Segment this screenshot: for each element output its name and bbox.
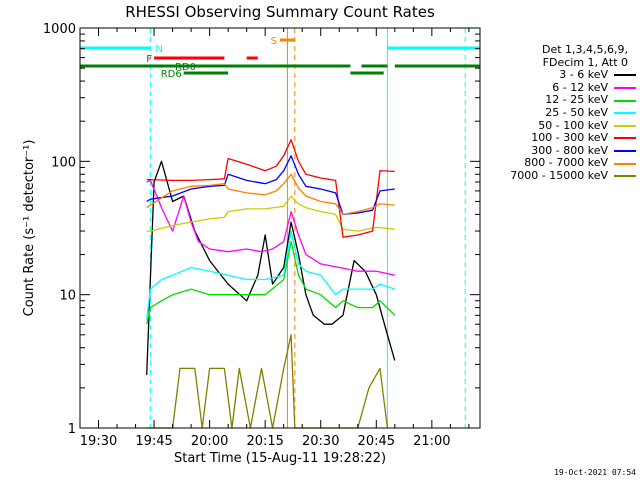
axes: 19:30 19:45 20:00 20:15 20:30 20:45 21:00 1 10 10… <box>43 22 480 449</box>
state-bar-label: RD0 <box>175 62 196 73</box>
legend-item: 25 - 50 keV <box>478 105 636 120</box>
series-line <box>146 240 396 325</box>
legend-swatch <box>614 150 636 153</box>
y-axis-label: Count Rate (s⁻¹ detector⁻¹) <box>22 140 37 317</box>
legend-label: 50 - 100 keV <box>538 118 608 132</box>
series-line <box>146 155 395 216</box>
legend-item: 50 - 100 keV <box>478 118 636 133</box>
x-tick-label: 21:00 <box>413 434 450 449</box>
series-line <box>146 230 396 320</box>
legend-swatch <box>614 74 636 77</box>
legend-swatch <box>614 124 636 127</box>
series-line <box>146 173 395 216</box>
x-tick-label: 20:30 <box>302 434 339 449</box>
x-axis-label: Start Time (15-Aug-11 19:28:22) <box>174 451 386 466</box>
series-line <box>146 179 395 276</box>
legend-item: 300 - 800 keV <box>478 143 636 158</box>
legend-header: FDecim 1, Att 0 <box>542 55 628 69</box>
legend-item: 12 - 25 keV <box>478 94 636 107</box>
plot-lines <box>79 28 466 429</box>
legend-label: 3 - 6 keV <box>559 68 608 82</box>
legend-label: 300 - 800 keV <box>531 143 608 157</box>
y-tick-label: 100 <box>51 155 76 170</box>
x-tick-label: 19:30 <box>80 434 117 449</box>
legend-swatch <box>614 99 636 102</box>
state-bar-label: S <box>271 36 277 47</box>
legend-swatch <box>614 87 636 90</box>
legend-item: 800 - 7000 keV <box>478 157 636 170</box>
legend-label: 12 - 25 keV <box>545 93 608 107</box>
x-tick-label: 20:45 <box>358 434 395 449</box>
series-line <box>146 195 395 232</box>
legend-item: 7000 - 15000 keV <box>478 168 636 183</box>
y-tick-label: 1000 <box>43 22 76 37</box>
legend-swatch <box>614 162 636 165</box>
legend-item: 6 - 12 keV <box>478 80 636 95</box>
legend-swatch <box>614 175 636 178</box>
legend-label: 7000 - 15000 keV <box>510 168 608 182</box>
state-bar-label: F <box>146 54 152 65</box>
y-tick-label: 1 <box>68 422 76 437</box>
legend-header: Det 1,3,4,5,6,9, <box>541 43 628 56</box>
x-tick-label: 20:00 <box>191 434 228 449</box>
plot-frame <box>79 27 481 429</box>
chart-title: RHESSI Observing Summary Count Rates <box>125 3 435 21</box>
y-tick-label: 10 <box>59 289 76 304</box>
legend-label: 800 - 7000 keV <box>524 156 608 170</box>
legend-swatch <box>614 112 636 115</box>
timestamp: 19-Oct-2021 07:54 <box>554 468 636 477</box>
series-line <box>146 139 395 238</box>
legend-item: 100 - 300 keV <box>478 132 636 145</box>
legend-label: 25 - 50 keV <box>545 105 608 119</box>
legend-label: 6 - 12 keV <box>552 80 608 94</box>
legend-swatch <box>614 137 636 140</box>
state-bar-label: RD6 <box>161 69 182 80</box>
x-tick-label: 19:45 <box>135 434 172 449</box>
legend-label: 100 - 300 keV <box>531 131 608 145</box>
x-tick-label: 20:15 <box>246 434 283 449</box>
legend-item: 3 - 6 keV <box>478 69 636 82</box>
series-line <box>146 334 389 429</box>
state-bar-label: N <box>155 44 162 55</box>
